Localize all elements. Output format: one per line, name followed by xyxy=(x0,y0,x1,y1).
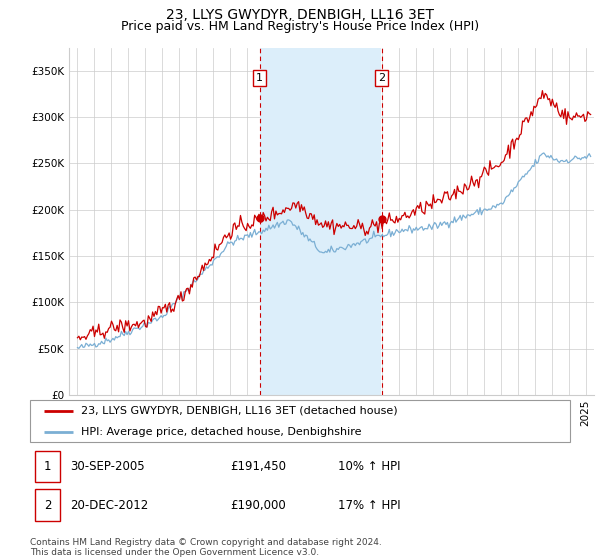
Text: 1: 1 xyxy=(44,460,52,473)
FancyBboxPatch shape xyxy=(35,489,60,521)
Text: 2: 2 xyxy=(44,498,52,512)
Text: Price paid vs. HM Land Registry's House Price Index (HPI): Price paid vs. HM Land Registry's House … xyxy=(121,20,479,32)
Text: 23, LLYS GWYDYR, DENBIGH, LL16 3ET (detached house): 23, LLYS GWYDYR, DENBIGH, LL16 3ET (deta… xyxy=(82,406,398,416)
Text: 30-SEP-2005: 30-SEP-2005 xyxy=(71,460,145,473)
Text: 17% ↑ HPI: 17% ↑ HPI xyxy=(338,498,400,512)
Text: HPI: Average price, detached house, Denbighshire: HPI: Average price, detached house, Denb… xyxy=(82,427,362,437)
Text: 2: 2 xyxy=(378,73,385,83)
Text: 10% ↑ HPI: 10% ↑ HPI xyxy=(338,460,400,473)
Text: 23, LLYS GWYDYR, DENBIGH, LL16 3ET: 23, LLYS GWYDYR, DENBIGH, LL16 3ET xyxy=(166,8,434,22)
Text: 1: 1 xyxy=(256,73,263,83)
FancyBboxPatch shape xyxy=(30,400,570,442)
Text: 20-DEC-2012: 20-DEC-2012 xyxy=(71,498,149,512)
Text: Contains HM Land Registry data © Crown copyright and database right 2024.
This d: Contains HM Land Registry data © Crown c… xyxy=(30,538,382,557)
Text: £190,000: £190,000 xyxy=(230,498,286,512)
Text: £191,450: £191,450 xyxy=(230,460,286,473)
FancyBboxPatch shape xyxy=(35,450,60,482)
